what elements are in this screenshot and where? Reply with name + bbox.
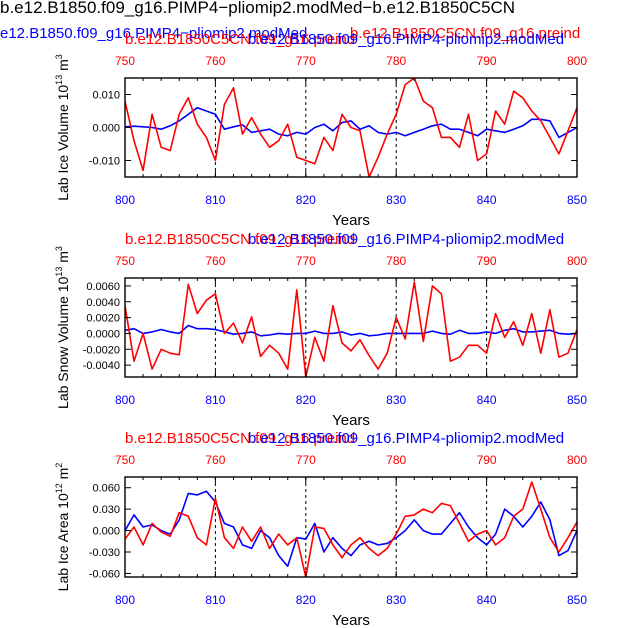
y-axis-title-unit: m — [55, 251, 71, 267]
y-axis-title-exp: 13 — [54, 75, 64, 85]
y-tick-label: -0.030 — [89, 547, 120, 559]
x-tick-label-top: 760 — [205, 453, 225, 467]
chart-panel-2: 800 810 820 830 840 850 750 760 770 780 790 800 0.00… — [54, 231, 587, 429]
x-tick-label-bottom: 840 — [477, 393, 497, 407]
y-axis-title-exp: 13 — [54, 267, 64, 277]
y-tick-label: 0.010 — [92, 90, 120, 102]
x-tick-label-top: 780 — [386, 254, 406, 268]
y-tick-label: 0.000 — [92, 526, 120, 538]
overlap-title-red: b.e12.B1850C5CN.f09_g16.preind — [350, 25, 581, 42]
x-tick-label-bottom: 820 — [296, 393, 316, 407]
y-tick-label: -0.060 — [89, 568, 120, 580]
x-tick-label-top: 780 — [386, 453, 406, 467]
y-tick-label: 0.0000 — [86, 328, 120, 340]
x-tick-label-top: 770 — [296, 453, 316, 467]
x-tick-label-bottom: 840 — [477, 193, 497, 207]
x-tick-label-bottom: 840 — [477, 593, 497, 607]
y-tick-label: -0.010 — [89, 156, 120, 168]
x-tick-label-bottom: 850 — [567, 193, 587, 207]
y-axis-title-unit-exp: 3 — [54, 54, 64, 59]
series-group — [125, 481, 577, 577]
y-axis-title-main: Lab Snow Volume 10 — [55, 276, 71, 409]
y-axis-title-unit: m — [55, 59, 71, 75]
y-tick-label: 0.0040 — [86, 297, 120, 309]
y-axis-title: Lab Ice Volume 1013 m3 — [54, 54, 71, 201]
series-line-red — [125, 481, 577, 577]
x-tick-label-top: 760 — [205, 254, 225, 268]
panel-title-blue: b.e12.B1850.f09_g16.PIMP4-pliomip2.modMe… — [248, 231, 564, 248]
x-tick-label-top: 750 — [115, 453, 135, 467]
x-axis-title: Years — [332, 212, 370, 229]
y-tick-label: 0.0060 — [86, 281, 120, 293]
x-tick-label-bottom: 820 — [296, 593, 316, 607]
x-tick-label-bottom: 830 — [386, 193, 406, 207]
x-tick-label-bottom: 830 — [386, 593, 406, 607]
x-tick-label-top: 750 — [115, 254, 135, 268]
overlap-title-blue: e12.B1850.f09_g16.PIMP4−pliomip2.modMed — [0, 25, 308, 42]
series-line-blue — [125, 490, 577, 568]
x-tick-label-top: 790 — [477, 54, 497, 68]
x-tick-label-bottom: 800 — [115, 393, 135, 407]
y-tick-label: -0.0020 — [83, 344, 120, 356]
panel-title-red: b.e12.B1850C5CN.f09_g16.preind — [125, 430, 355, 447]
x-tick-label-bottom: 800 — [115, 193, 135, 207]
y-axis-title-unit: m — [55, 468, 71, 484]
y-axis-title: Lab Ice Area 1012 m2 — [54, 463, 71, 592]
series-group — [125, 78, 577, 177]
y-axis-title-main: Lab Ice Area 10 — [55, 493, 71, 591]
panel-title-blue: b.e12.B1850.f09_g16.PIMP4-pliomip2.modMe… — [248, 31, 564, 48]
x-tick-label-top: 800 — [567, 54, 587, 68]
plot-frame — [124, 277, 578, 378]
x-tick-label-bottom: 850 — [567, 393, 587, 407]
x-tick-label-top: 800 — [567, 254, 587, 268]
y-axis-title-main: Lab Ice Volume 10 — [55, 85, 71, 201]
page-title: b.e12.B1850.f09_g16.PIMP4−pliomip2.modMe… — [0, 0, 516, 17]
y-axis-title: Lab Snow Volume 1013 m3 — [54, 246, 71, 409]
series-group — [125, 281, 577, 377]
x-axis-title: Years — [332, 412, 370, 429]
x-tick-label-top: 770 — [296, 54, 316, 68]
x-axis-title: Years — [332, 612, 370, 628]
panel-title-red: b.e12.B1850C5CN.f09_g16.preind — [125, 31, 355, 48]
y-axis-title-unit-exp: 3 — [54, 246, 64, 251]
x-tick-label-bottom: 820 — [296, 193, 316, 207]
y-tick-label: -0.0040 — [83, 360, 120, 372]
x-tick-label-top: 780 — [386, 54, 406, 68]
series-line-blue — [125, 106, 577, 139]
x-tick-label-bottom: 850 — [567, 593, 587, 607]
x-tick-label-bottom: 810 — [205, 593, 225, 607]
series-line-red — [125, 281, 577, 377]
panel-title-red: b.e12.B1850C5CN.f09_g16.preind — [125, 231, 355, 248]
x-tick-label-top: 790 — [477, 254, 497, 268]
x-tick-label-bottom: 800 — [115, 593, 135, 607]
x-tick-label-bottom: 810 — [205, 393, 225, 407]
y-axis-title-exp: 12 — [54, 483, 64, 493]
chart-panel-1: 800 810 820 830 840 850 750 760 770 780 790 800 0.01… — [54, 31, 587, 229]
x-tick-label-top: 790 — [477, 453, 497, 467]
panel-title-blue: b.e12.B1850.f09_g16.PIMP4-pliomip2.modMe… — [248, 430, 564, 447]
x-tick-label-bottom: 830 — [386, 393, 406, 407]
y-tick-label: 0.0020 — [86, 313, 120, 325]
chart-panel-3: 800 810 820 830 840 850 750 760 770 780 790 800 0.06… — [54, 430, 587, 628]
series-line-red — [125, 78, 577, 177]
x-tick-label-top: 750 — [115, 54, 135, 68]
plot-frame — [124, 476, 578, 578]
x-tick-label-top: 800 — [567, 453, 587, 467]
y-axis-title-unit-exp: 2 — [54, 463, 64, 468]
x-tick-label-top: 760 — [205, 54, 225, 68]
x-tick-label-top: 770 — [296, 254, 316, 268]
y-tick-label: 0.030 — [92, 504, 120, 516]
y-tick-label: 0.060 — [92, 483, 120, 495]
x-tick-label-bottom: 810 — [205, 193, 225, 207]
y-tick-label: 0.000 — [92, 123, 120, 135]
